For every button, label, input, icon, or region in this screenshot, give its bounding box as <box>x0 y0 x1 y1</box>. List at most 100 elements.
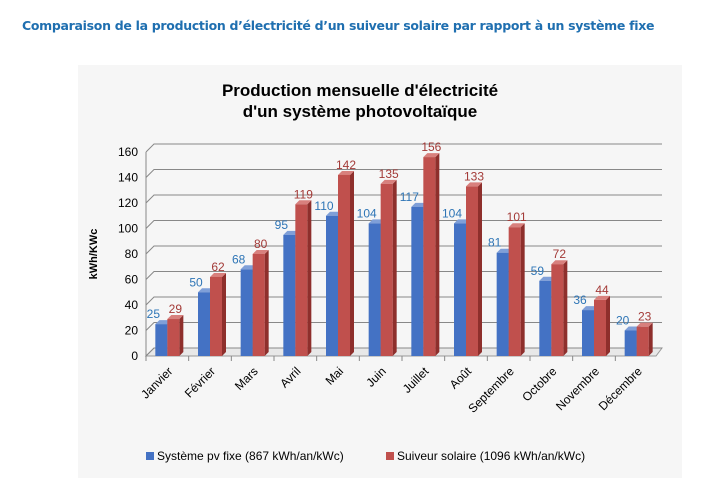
bar-systeme-fixe <box>283 234 296 356</box>
data-label: 95 <box>275 218 289 232</box>
data-label: 59 <box>531 264 545 278</box>
bar-systeme-fixe <box>496 252 509 356</box>
bar-top <box>594 295 610 300</box>
gridline <box>145 245 662 255</box>
data-label: 44 <box>595 283 609 297</box>
data-label: 135 <box>379 167 399 181</box>
bar-systeme-fixe <box>624 330 637 356</box>
x-tick-label: Février <box>182 364 218 400</box>
y-tick-label: 80 <box>125 247 139 261</box>
bar-side <box>520 223 525 356</box>
bar-side <box>435 153 440 356</box>
bar-suiveur-solaire <box>338 174 350 356</box>
bar-top <box>210 272 226 277</box>
gridline <box>145 271 662 280</box>
bar-top <box>466 182 482 187</box>
bar-top <box>252 250 269 254</box>
bar-systeme-fixe <box>155 324 168 356</box>
bar-suiveur-solaire <box>636 326 649 356</box>
data-label: 101 <box>507 210 527 224</box>
data-label: 110 <box>314 199 333 213</box>
bar-top <box>295 200 312 205</box>
legend-swatch <box>386 452 394 460</box>
bar-top <box>423 153 440 158</box>
bar-systeme-fixe <box>454 223 466 356</box>
data-label: 20 <box>616 314 630 328</box>
bar-top <box>380 179 397 184</box>
bar-suiveur-solaire <box>295 204 308 356</box>
bar-suiveur-solaire <box>167 319 180 356</box>
bar-systeme-fixe <box>582 310 594 356</box>
page-heading: Comparaison de la production d’électrici… <box>22 18 655 33</box>
bar-top <box>240 265 257 270</box>
bar-side <box>222 272 226 356</box>
gridline <box>145 296 662 306</box>
y-tick-label: 0 <box>131 349 138 363</box>
chart-title-line2: d'un système photovoltaïque <box>243 102 478 121</box>
legend-label: Suiveur solaire (1096 kWh/an/kWc) <box>397 449 585 463</box>
data-label: 156 <box>421 140 441 154</box>
x-tick-label: Octobre <box>519 364 559 404</box>
y-tick-label: 100 <box>118 222 138 236</box>
bar-side <box>606 295 610 356</box>
chart-title-line1: Production mensuelle d'électricité <box>222 81 498 100</box>
legend-label: Système pv fixe (867 kWh/an/kWc) <box>157 449 344 463</box>
bar-suiveur-solaire <box>508 227 521 356</box>
data-label: 142 <box>336 158 356 172</box>
x-tick-label: Novembre <box>553 364 602 413</box>
bar-suiveur-solaire <box>551 264 564 356</box>
y-axis-label: kWh/KWc <box>88 229 100 280</box>
data-label: 80 <box>254 237 268 251</box>
x-tick-label: Mars <box>232 364 261 393</box>
bar-systeme-fixe <box>411 206 424 356</box>
data-label: 81 <box>488 236 502 250</box>
bar-side <box>478 182 482 356</box>
bar-top <box>551 260 568 265</box>
bar-side <box>648 322 653 356</box>
bar-top <box>508 223 525 228</box>
x-tick-label: Janvier <box>138 364 175 401</box>
legend-swatch <box>146 452 154 460</box>
bar-systeme-fixe <box>539 280 552 356</box>
bar-side <box>264 250 269 356</box>
bar-side <box>563 260 568 356</box>
bar-top <box>636 322 653 327</box>
data-label: 62 <box>211 260 225 274</box>
gridline <box>145 194 662 204</box>
data-label: 29 <box>169 302 183 316</box>
data-label: 68 <box>232 252 246 266</box>
gridline <box>145 169 662 178</box>
data-label: 50 <box>189 275 203 289</box>
y-tick-label: 20 <box>125 324 139 338</box>
x-tick-label: Septembre <box>465 364 517 416</box>
gridline <box>145 143 662 153</box>
bar-side <box>350 170 354 356</box>
bar-side <box>392 179 397 356</box>
bar-suiveur-solaire <box>466 186 478 356</box>
x-tick-label: Mai <box>323 364 347 388</box>
y-tick-label: 160 <box>118 145 138 159</box>
gridline <box>145 322 662 331</box>
y-tick-label: 120 <box>118 196 138 210</box>
data-label: 72 <box>553 247 567 261</box>
x-tick-label: Juin <box>363 364 388 389</box>
x-tick-label: Décembre <box>596 364 645 413</box>
x-tick-label: Avril <box>277 364 303 390</box>
gridline <box>145 220 662 229</box>
data-label: 36 <box>573 293 587 307</box>
bar-top <box>167 315 184 320</box>
bar-suiveur-solaire <box>423 157 436 356</box>
data-label: 25 <box>147 307 161 321</box>
bar-systeme-fixe <box>240 269 253 356</box>
bar-systeme-fixe <box>326 215 338 356</box>
bar-suiveur-solaire <box>594 299 606 356</box>
bar-suiveur-solaire <box>380 183 393 356</box>
gridline <box>145 347 662 357</box>
data-label: 119 <box>294 187 313 201</box>
bar-top <box>338 170 354 175</box>
data-label: 133 <box>464 169 484 183</box>
x-tick-label: Août <box>447 364 475 392</box>
y-tick-label: 40 <box>125 298 139 312</box>
bar-side <box>179 315 184 356</box>
